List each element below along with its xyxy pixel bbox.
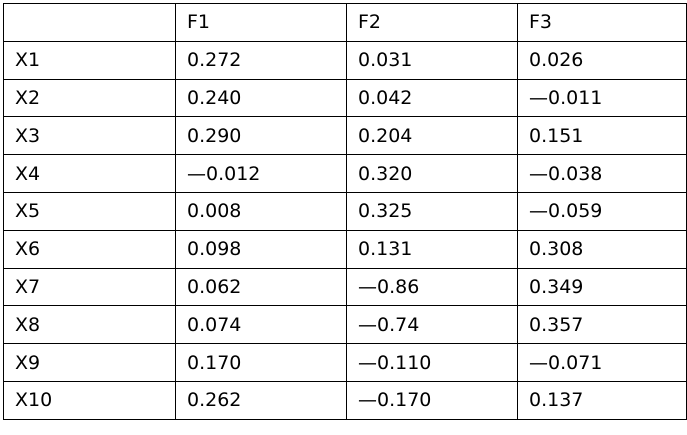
- value-cell: —0.110: [346, 343, 518, 382]
- table-row: X8 0.074 —0.74 0.357: [3, 305, 687, 345]
- table-row: X1 0.272 0.031 0.026: [3, 40, 687, 80]
- value-cell: 0.240: [175, 78, 347, 118]
- value-cell: 0.062: [175, 267, 347, 307]
- header-cell: F3: [517, 3, 687, 42]
- row-label: X5: [3, 191, 176, 231]
- row-label: X7: [3, 267, 176, 307]
- table-row: F1 F2 F3: [3, 3, 687, 42]
- table-row: X7 0.062 —0.86 0.349: [3, 267, 687, 307]
- value-cell: 0.349: [517, 267, 687, 307]
- value-cell: 0.262: [175, 380, 347, 420]
- value-cell: —0.74: [346, 305, 518, 345]
- value-cell: —0.86: [346, 267, 518, 307]
- value-cell: 0.042: [346, 78, 518, 118]
- table-row: X3 0.290 0.204 0.151: [3, 116, 687, 156]
- row-label: X2: [3, 78, 176, 118]
- table-row: X4 —0.012 0.320 —0.038: [3, 154, 687, 193]
- value-cell: 0.031: [346, 40, 518, 80]
- value-cell: 0.204: [346, 116, 518, 156]
- row-label: X10: [3, 380, 176, 420]
- header-cell: F2: [346, 3, 518, 42]
- corner-cell: [3, 3, 176, 42]
- table-row: X6 0.098 0.131 0.308: [3, 229, 687, 269]
- row-label: X6: [3, 229, 176, 269]
- value-cell: 0.272: [175, 40, 347, 80]
- table-row: X2 0.240 0.042 —0.011: [3, 78, 687, 118]
- value-cell: 0.098: [175, 229, 347, 269]
- header-cell: F1: [175, 3, 347, 42]
- value-cell: 0.290: [175, 116, 347, 156]
- data-table: F1 F2 F3 X1 0.272 0.031 0.026 X2 0.240 0.042 —0.01…: [3, 3, 687, 420]
- value-cell: 0.320: [346, 154, 518, 193]
- value-cell: 0.131: [346, 229, 518, 269]
- value-cell: —0.059: [517, 191, 687, 231]
- value-cell: 0.308: [517, 229, 687, 269]
- value-cell: 0.026: [517, 40, 687, 80]
- row-label: X8: [3, 305, 176, 345]
- table-row: X10 0.262 —0.170 0.137: [3, 380, 687, 420]
- value-cell: 0.008: [175, 191, 347, 231]
- table-row: X5 0.008 0.325 —0.059: [3, 191, 687, 231]
- value-cell: 0.137: [517, 380, 687, 420]
- value-cell: —0.071: [517, 343, 687, 382]
- value-cell: 0.357: [517, 305, 687, 345]
- row-label: X9: [3, 343, 176, 382]
- value-cell: 0.170: [175, 343, 347, 382]
- value-cell: 0.325: [346, 191, 518, 231]
- row-label: X1: [3, 40, 176, 80]
- row-label: X4: [3, 154, 176, 193]
- value-cell: —0.011: [517, 78, 687, 118]
- value-cell: —0.012: [175, 154, 347, 193]
- value-cell: 0.151: [517, 116, 687, 156]
- row-label: X3: [3, 116, 176, 156]
- value-cell: 0.074: [175, 305, 347, 345]
- value-cell: —0.038: [517, 154, 687, 193]
- table-row: X9 0.170 —0.110 —0.071: [3, 343, 687, 382]
- value-cell: —0.170: [346, 380, 518, 420]
